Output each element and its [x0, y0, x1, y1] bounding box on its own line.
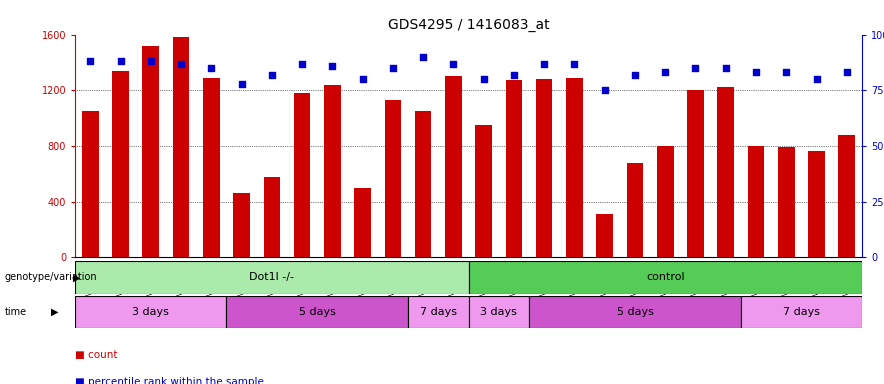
Point — [719, 65, 733, 71]
Bar — [597, 214, 613, 257]
Text: ■ percentile rank within the sample: ■ percentile rank within the sample — [75, 377, 264, 384]
Bar — [778, 147, 795, 257]
Text: 3 days: 3 days — [133, 307, 169, 317]
Bar — [529, 296, 741, 328]
Bar — [536, 79, 552, 257]
Point — [234, 81, 248, 87]
Point — [537, 60, 552, 66]
Bar — [82, 111, 99, 257]
Text: 7 days: 7 days — [420, 307, 457, 317]
Point — [507, 71, 521, 78]
Bar — [748, 146, 765, 257]
Bar — [415, 111, 431, 257]
Text: time: time — [4, 307, 27, 317]
Text: ▶: ▶ — [73, 272, 80, 283]
Point — [113, 58, 127, 65]
Bar — [506, 81, 522, 257]
Bar — [808, 152, 825, 257]
Point — [810, 76, 824, 82]
Text: genotype/variation: genotype/variation — [4, 272, 97, 283]
Bar — [203, 78, 219, 257]
Bar — [263, 177, 280, 257]
Point — [689, 65, 703, 71]
Point — [325, 63, 339, 69]
Point — [265, 71, 279, 78]
Text: 5 days: 5 days — [299, 307, 336, 317]
Text: ■ count: ■ count — [75, 350, 118, 360]
Point — [204, 65, 218, 71]
Point — [840, 70, 854, 76]
Bar — [476, 125, 492, 257]
Text: 7 days: 7 days — [783, 307, 819, 317]
Bar — [687, 90, 704, 257]
Text: Dot1l -/-: Dot1l -/- — [249, 272, 294, 283]
Bar — [385, 100, 401, 257]
Point — [83, 58, 97, 65]
Bar — [75, 296, 226, 328]
Text: 5 days: 5 days — [616, 307, 653, 317]
Bar — [354, 188, 371, 257]
Point — [628, 71, 642, 78]
Point — [598, 87, 612, 93]
Bar — [445, 76, 461, 257]
Bar — [657, 146, 674, 257]
Point — [144, 58, 158, 65]
Bar — [741, 296, 862, 328]
Title: GDS4295 / 1416083_at: GDS4295 / 1416083_at — [388, 18, 549, 32]
Bar — [627, 163, 644, 257]
Bar — [112, 71, 129, 257]
Text: 3 days: 3 days — [480, 307, 517, 317]
Bar — [172, 37, 189, 257]
Bar — [293, 93, 310, 257]
Bar — [469, 261, 862, 294]
Text: control: control — [646, 272, 684, 283]
Point — [779, 70, 793, 76]
Point — [446, 60, 461, 66]
Bar — [718, 88, 734, 257]
Bar — [469, 296, 529, 328]
Point — [416, 54, 431, 60]
Bar — [233, 193, 250, 257]
Point — [568, 60, 582, 66]
Bar — [142, 46, 159, 257]
Point — [295, 60, 309, 66]
Bar — [838, 135, 855, 257]
Point — [476, 76, 491, 82]
Text: ▶: ▶ — [51, 307, 58, 317]
Bar — [566, 78, 583, 257]
Point — [385, 65, 400, 71]
Point — [658, 70, 673, 76]
Bar — [75, 261, 469, 294]
Bar — [226, 296, 408, 328]
Bar — [324, 84, 340, 257]
Point — [749, 70, 763, 76]
Point — [355, 76, 370, 82]
Point — [174, 60, 188, 66]
Bar — [408, 296, 469, 328]
